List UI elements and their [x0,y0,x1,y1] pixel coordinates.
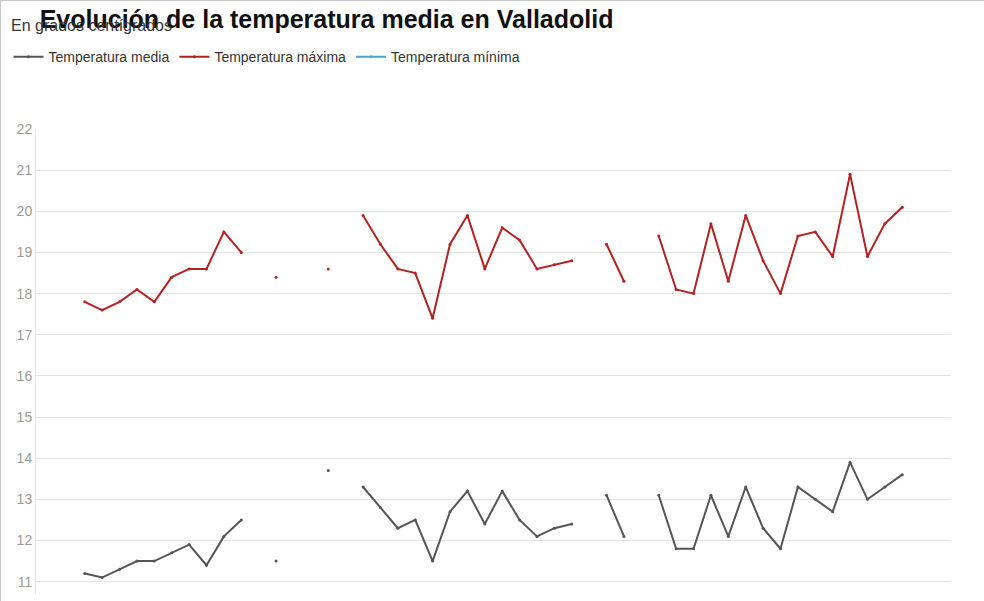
svg-text:18: 18 [17,286,33,302]
svg-text:19: 19 [17,244,33,260]
svg-text:13: 13 [17,491,33,507]
svg-text:14: 14 [17,450,33,466]
svg-text:21: 21 [17,162,33,178]
svg-text:En grados centígrados: En grados centígrados [11,17,172,34]
svg-text:Evolución de la temperatura me: Evolución de la temperatura media en Val… [40,5,614,33]
svg-text:22: 22 [17,121,33,137]
svg-text:17: 17 [17,327,33,343]
svg-text:20: 20 [17,203,33,219]
svg-text:Temperatura mínima: Temperatura mínima [391,49,520,65]
svg-text:Temperatura máxima: Temperatura máxima [214,49,346,65]
svg-text:11: 11 [18,574,33,590]
svg-text:12: 12 [17,532,33,548]
svg-text:16: 16 [17,368,33,384]
svg-text:Temperatura media: Temperatura media [49,49,170,65]
svg-text:15: 15 [17,409,33,425]
